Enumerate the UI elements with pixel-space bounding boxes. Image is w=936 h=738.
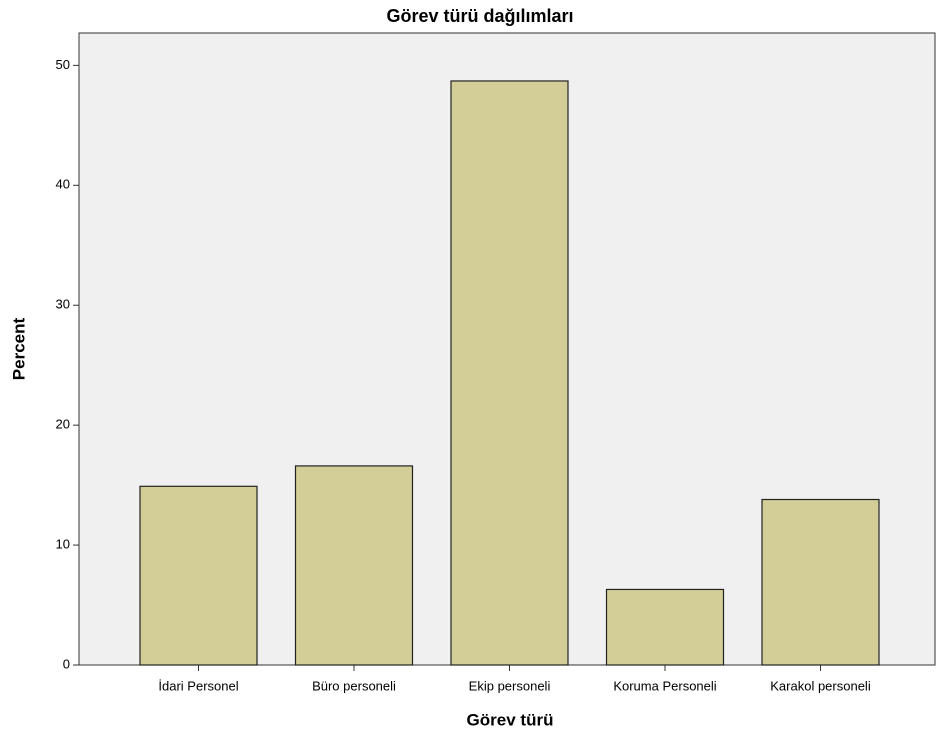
bar (605, 588, 725, 666)
y-axis-title: Percent (9, 317, 28, 380)
y-tick-label: 0 (63, 656, 70, 671)
bar (139, 485, 258, 666)
bar (761, 498, 880, 666)
bar (294, 465, 414, 666)
chart-title: Görev türü dağılımları (386, 6, 573, 26)
x-axis-title: Görev türü (467, 710, 554, 729)
bar (450, 80, 569, 666)
y-tick-label: 30 (56, 297, 70, 312)
y-tick-label: 50 (56, 57, 70, 72)
x-tick-label: Koruma Personeli (613, 678, 716, 693)
x-tick-label: Ekip personeli (469, 678, 551, 693)
y-tick-label: 20 (56, 417, 70, 432)
x-tick-label: Büro personeli (312, 678, 396, 693)
x-tick-label: İdari Personel (158, 678, 238, 693)
x-tick-label: Karakol personeli (770, 678, 871, 693)
y-tick-label: 40 (56, 177, 70, 192)
y-tick-label: 10 (56, 537, 70, 552)
